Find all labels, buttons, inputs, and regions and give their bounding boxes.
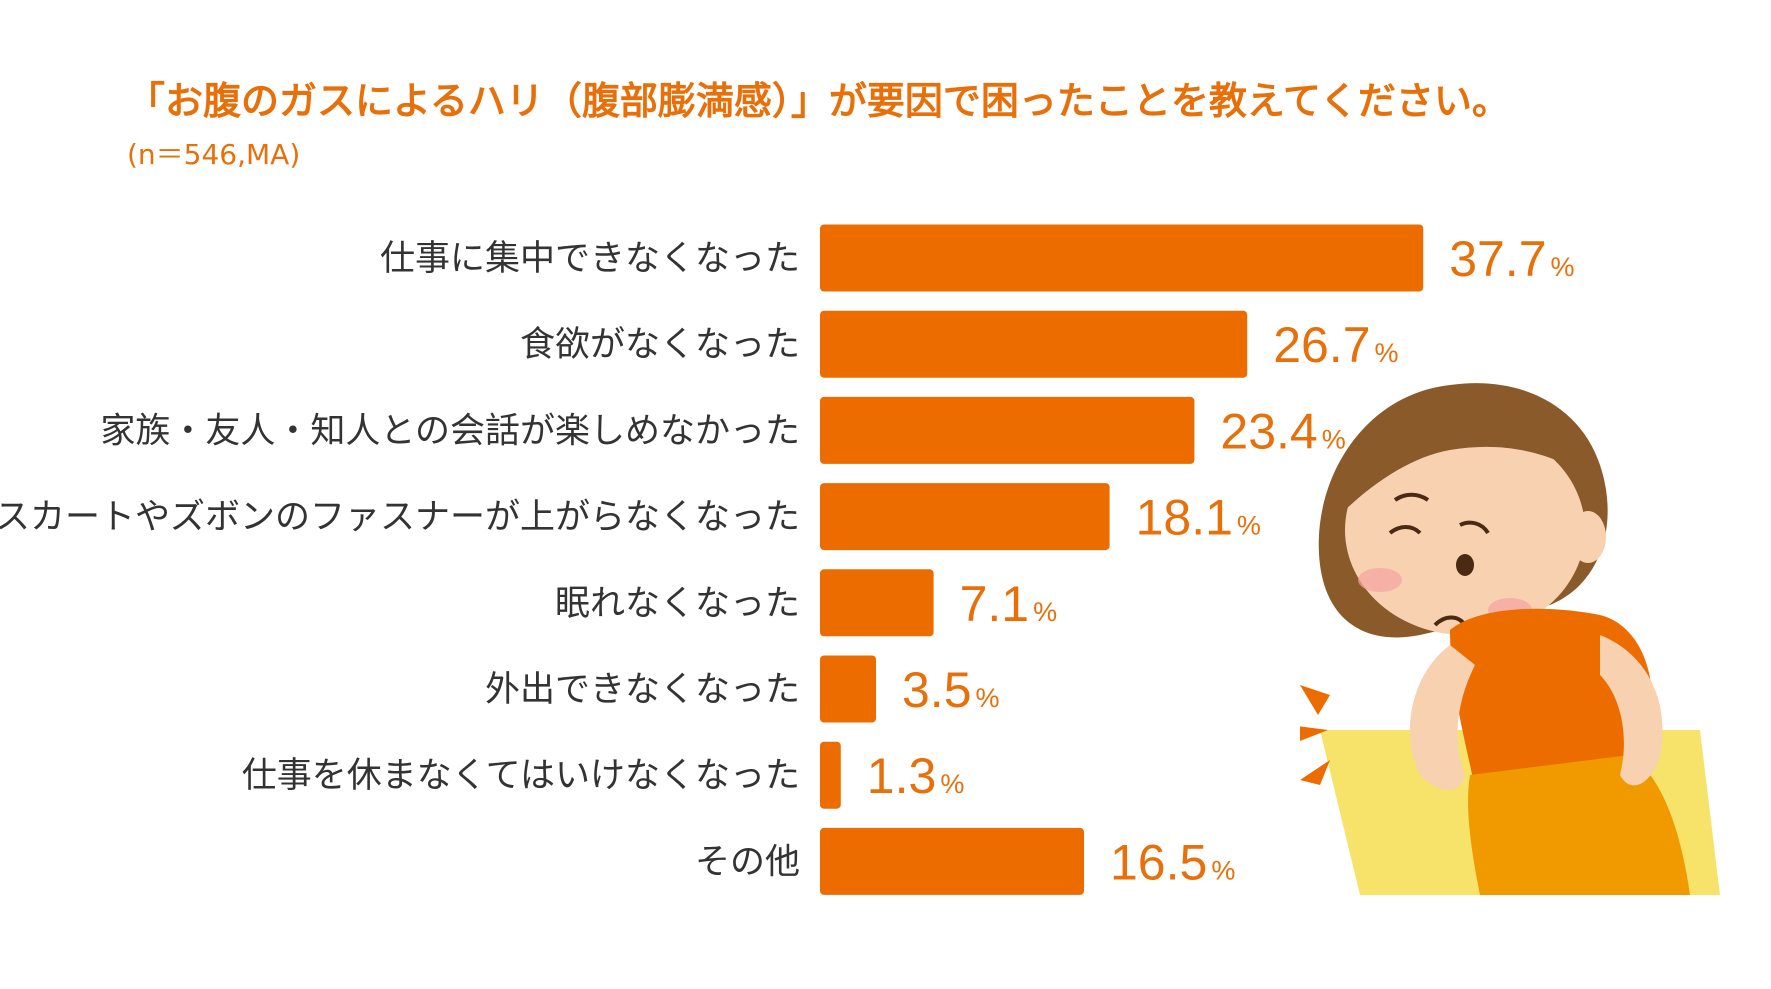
category-label: 家族・友人・知人との会話が楽しめなかった: [100, 411, 800, 451]
hair-bangs: [1340, 389, 1600, 515]
skirt: [1468, 755, 1690, 895]
value-label: 18.1%: [1136, 490, 1261, 546]
eyebrow-left: [1393, 492, 1430, 502]
ear: [1570, 511, 1606, 563]
category-label: 仕事に集中できなくなった: [380, 239, 800, 279]
category-label: その他: [695, 842, 800, 882]
bar: [820, 827, 1084, 895]
category-label: スカートやズボンのファスナーが上がらなくなった: [0, 498, 800, 538]
eye-left: [1388, 525, 1422, 535]
woman-stomach-ache-illustration: [1300, 383, 1720, 895]
value-label: 16.5%: [1110, 834, 1235, 890]
category-label: 仕事を休まなくてはいけなくなった: [242, 756, 800, 796]
arm-left: [1410, 645, 1475, 790]
chart-subtitle: (n＝546,MA): [127, 138, 301, 171]
arm-right: [1600, 635, 1663, 786]
value-label: 23.4%: [1220, 403, 1345, 459]
pain-mark-2: [1300, 726, 1328, 742]
pain-mark-3: [1300, 760, 1330, 785]
value-label: 3.5%: [902, 662, 1000, 718]
chart-title: 「お腹のガスによるハリ（腹部膨満感）」が要因で困ったことを教えてください。: [127, 79, 1510, 123]
value-label: 37.7%: [1449, 231, 1574, 287]
bar: [820, 310, 1248, 378]
face: [1345, 425, 1585, 635]
category-label: 食欲がなくなった: [520, 325, 800, 365]
bar: [820, 396, 1195, 464]
eye-right: [1456, 554, 1474, 576]
value-label: 26.7%: [1273, 317, 1398, 373]
category-label: 外出できなくなった: [485, 670, 800, 710]
category-label: 眠れなくなった: [555, 584, 800, 624]
value-label: 7.1%: [960, 576, 1058, 632]
bar: [820, 655, 876, 723]
bar: [820, 741, 841, 809]
eyebrow-right: [1459, 520, 1490, 535]
pain-mark-1: [1300, 685, 1330, 715]
bar: [820, 483, 1110, 551]
bar: [820, 224, 1424, 292]
value-label: 1.3%: [867, 748, 965, 804]
cheek-left: [1358, 568, 1402, 592]
bar: [820, 569, 934, 637]
